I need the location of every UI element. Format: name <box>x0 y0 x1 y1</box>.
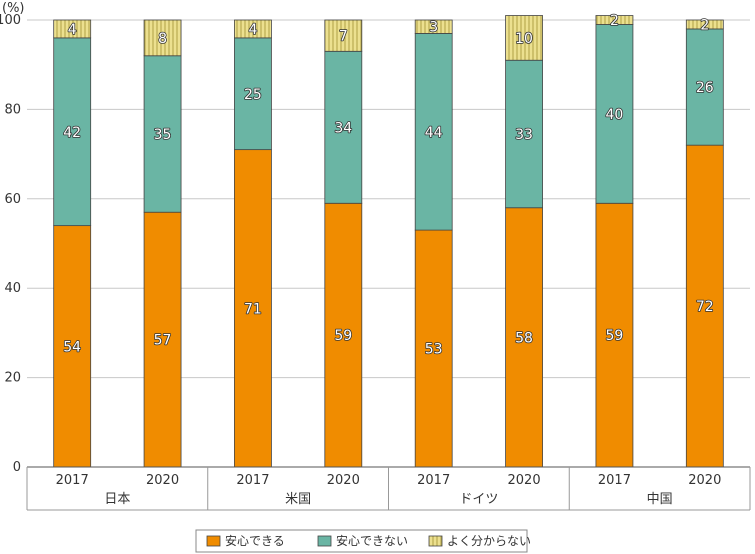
x-tick-label-year: 2017 <box>56 473 89 488</box>
data-label: 4 <box>248 22 257 38</box>
bar-segment-anshin <box>143 211 182 468</box>
data-label: 40 <box>606 107 624 123</box>
legend-swatch <box>428 535 443 547</box>
data-label: 57 <box>154 333 172 349</box>
data-label: 54 <box>63 339 81 355</box>
bars <box>53 15 724 468</box>
y-tick-label: 60 <box>4 192 21 207</box>
data-label: 59 <box>334 328 352 344</box>
bar-segment-anshin <box>414 229 453 468</box>
data-label: 10 <box>515 31 533 47</box>
x-group-label: ドイツ <box>459 492 498 507</box>
bar-segment-anshin <box>324 202 363 468</box>
bar-segment-wakaranai <box>685 19 724 30</box>
x-tick-label-year: 2020 <box>688 473 721 488</box>
bar-segment-anshin <box>53 225 92 468</box>
x-tick-label-year: 2020 <box>327 473 360 488</box>
x-group-label: 中国 <box>647 492 673 507</box>
bar-segment-anshin <box>685 144 724 468</box>
data-label: 33 <box>515 127 533 143</box>
data-label: 26 <box>696 80 714 96</box>
bar-segment-wakaranai <box>143 19 182 57</box>
data-label: 4 <box>68 22 77 38</box>
legend-swatch <box>206 535 221 547</box>
x-tick-label-year: 2017 <box>417 473 450 488</box>
bar-segment-fuan <box>324 50 363 204</box>
bar-segment-wakaranai <box>234 19 272 39</box>
data-label: 7 <box>339 29 348 45</box>
data-label: 25 <box>244 87 262 103</box>
x-group-label: 米国 <box>285 492 311 507</box>
bar-segment-fuan <box>414 33 453 231</box>
data-label: 72 <box>696 299 714 315</box>
data-label: 2 <box>610 13 619 29</box>
data-label: 42 <box>63 125 81 141</box>
bar-segment-fuan <box>505 59 543 209</box>
legend-box <box>195 529 528 553</box>
legend: 安心できる 安心できない よく分からない <box>195 529 531 553</box>
data-label: 3 <box>429 20 438 36</box>
bar-segment-wakaranai <box>595 15 634 25</box>
axes: 0 20 40 60 80 100(%) 2017 2020 日本 2017 2020 米国 2017 2… <box>0 1 751 511</box>
x-tick-label-year: 2020 <box>508 473 541 488</box>
segment-labels: 5442457358712545934753443583310594027226… <box>62 12 714 358</box>
y-tick-label: 40 <box>4 281 21 296</box>
data-label: 53 <box>425 342 443 358</box>
bar-segment-wakaranai <box>53 19 92 39</box>
legend-swatch <box>317 535 332 547</box>
gridlines <box>27 19 750 379</box>
legend-label: 安心できる <box>225 533 285 548</box>
bar-segment-wakaranai <box>414 19 453 34</box>
data-label: 8 <box>158 31 167 47</box>
x-group-label: 日本 <box>104 492 130 507</box>
y-tick-label: 0 <box>13 460 21 475</box>
data-label: 35 <box>154 127 172 143</box>
data-label: 71 <box>244 301 262 317</box>
data-label: 59 <box>606 328 624 344</box>
legend-label: よく分からない <box>447 534 531 548</box>
data-label: 2 <box>700 17 709 33</box>
y-unit-label: (%) <box>2 1 25 16</box>
x-tick-label-year: 2017 <box>598 473 631 488</box>
bar-segment-anshin <box>595 202 634 468</box>
bar-segment-wakaranai <box>324 19 363 52</box>
data-label: 34 <box>334 120 352 136</box>
data-label: 44 <box>425 125 443 141</box>
bar-segment-wakaranai <box>505 15 543 61</box>
bar-segment-fuan <box>685 28 724 146</box>
legend-label: 安心できない <box>336 533 408 548</box>
bar-segment-fuan <box>53 37 92 227</box>
x-tick-label-year: 2020 <box>146 473 179 488</box>
y-tick-label: 100 <box>0 13 21 28</box>
bar-segment-fuan <box>595 24 634 204</box>
bar-segment-fuan <box>143 55 182 213</box>
y-tick-label: 20 <box>4 371 21 386</box>
x-tick-label-year: 2017 <box>236 473 269 488</box>
data-label: 58 <box>515 330 533 346</box>
y-tick-label: 80 <box>4 102 21 117</box>
